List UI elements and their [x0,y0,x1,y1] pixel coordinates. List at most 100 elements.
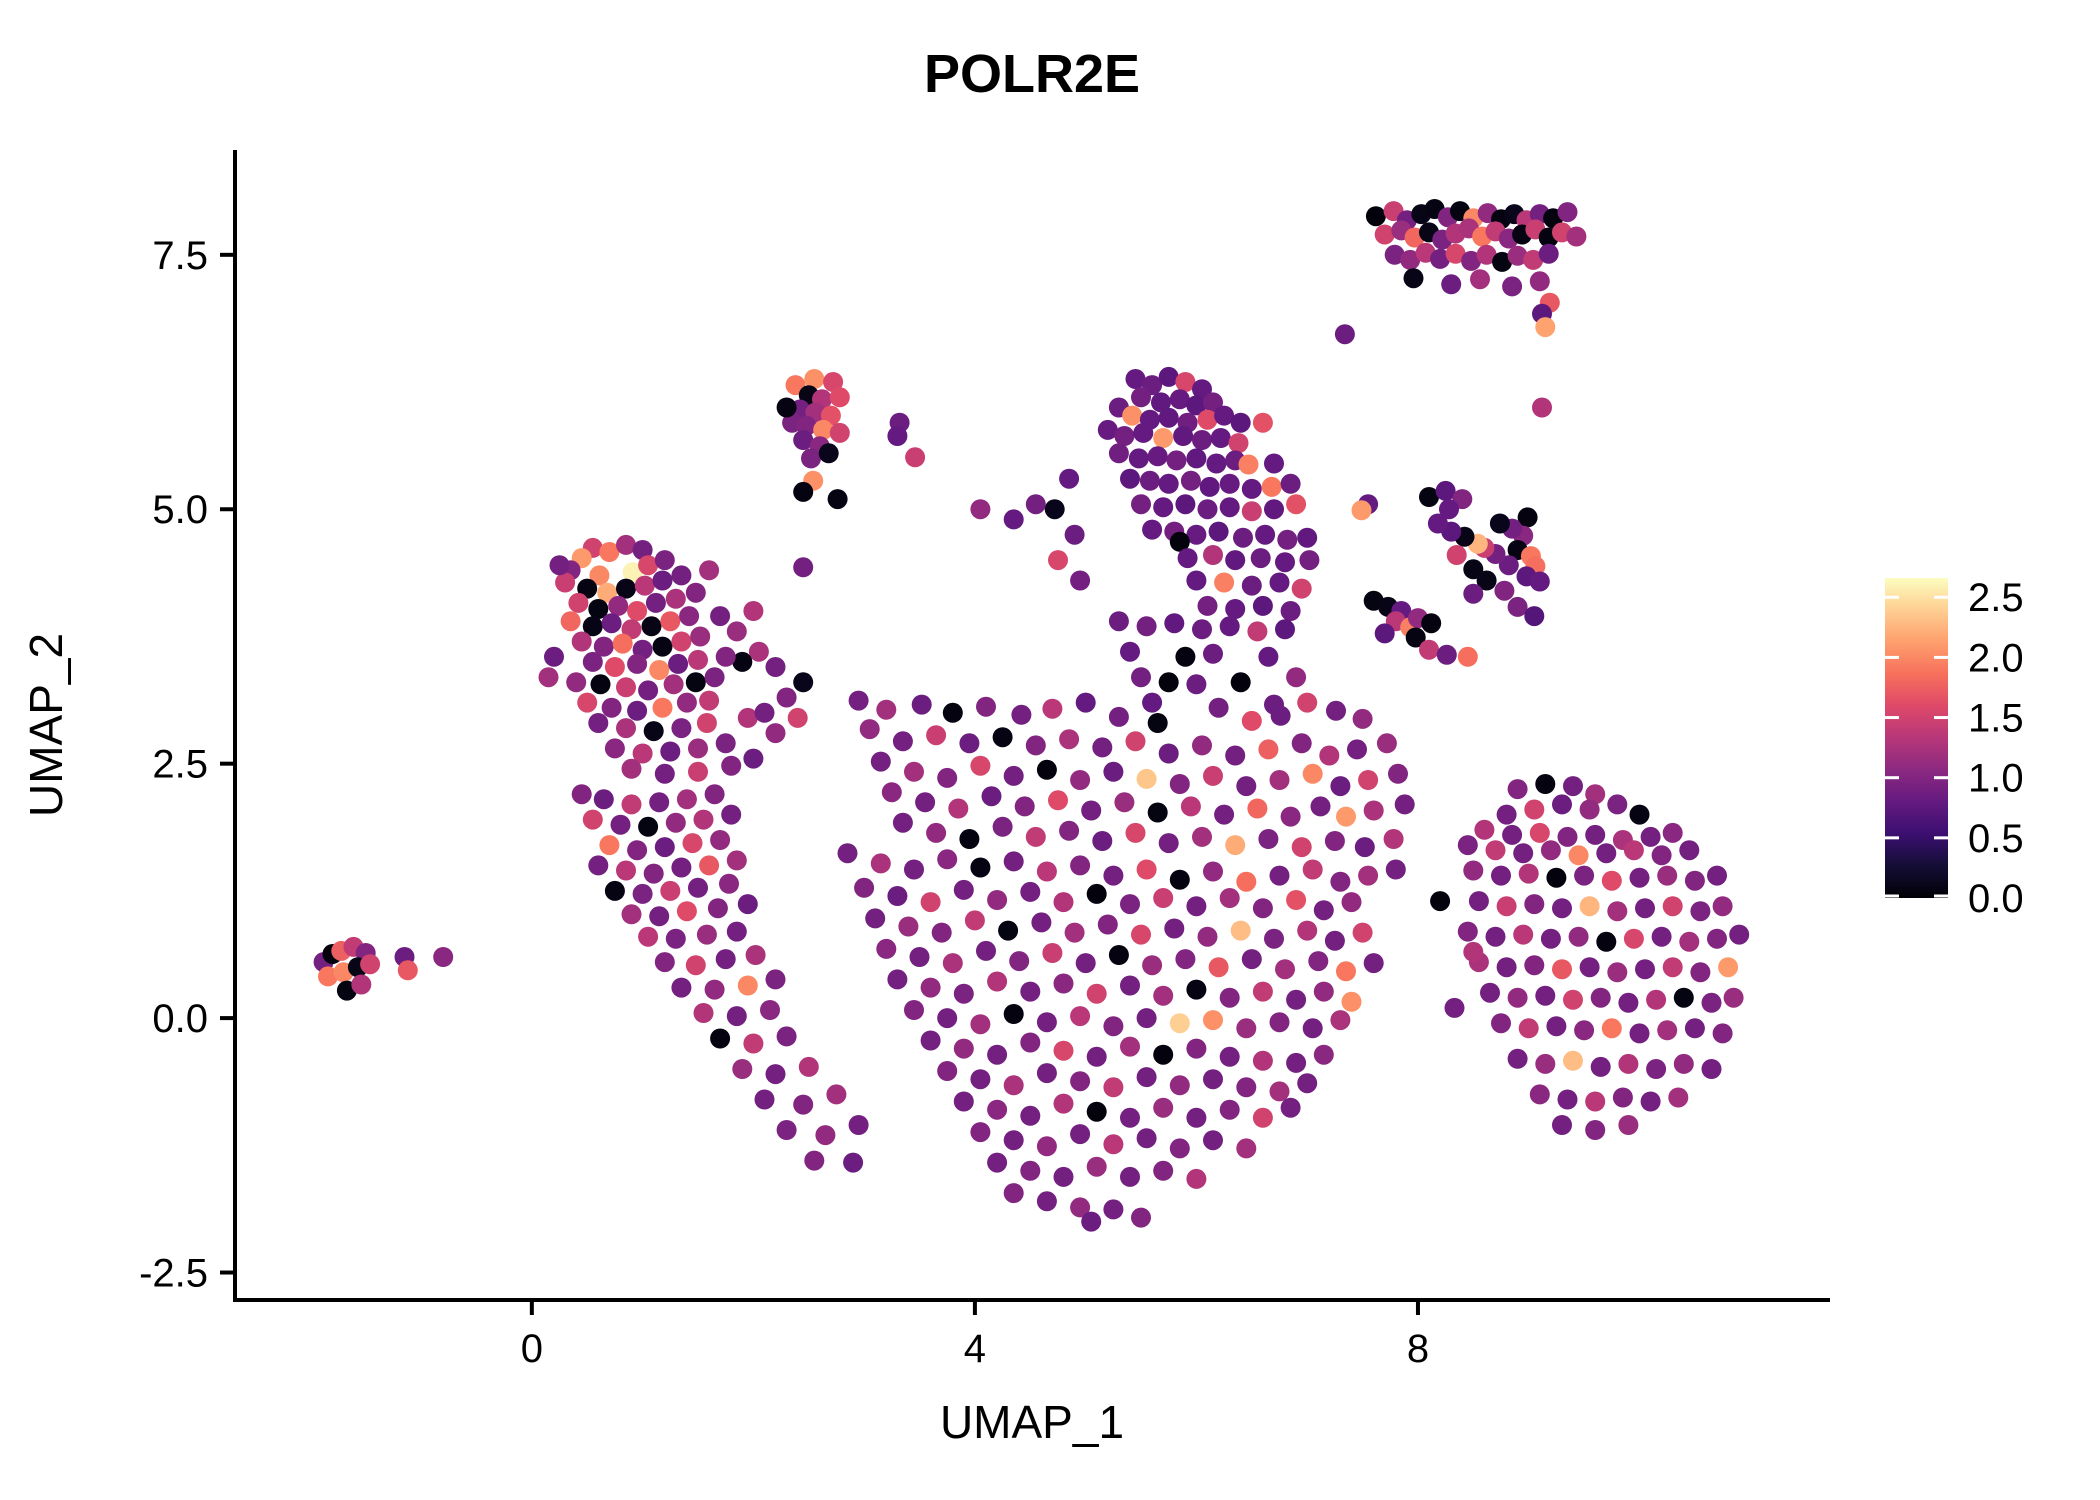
data-point [1219,473,1240,494]
data-point [612,633,633,654]
data-point [970,1069,991,1090]
data-point [1574,1020,1595,1041]
data-point [904,1000,924,1020]
data-point [577,692,598,713]
data-point [1607,901,1628,922]
data-point [660,611,681,632]
data-point [732,651,753,672]
data-point [1280,601,1301,621]
data-point [1463,860,1484,881]
data-point [645,592,666,613]
data-point [688,761,708,782]
data-point [909,947,930,967]
data-point [1297,1073,1318,1094]
data-point [737,707,758,728]
data-point [1502,824,1523,845]
data-point [638,926,659,947]
data-point [1186,1168,1207,1189]
data-point [905,447,926,468]
data-point [1125,822,1146,843]
data-point [743,748,764,769]
data-point [1275,619,1295,640]
data-point [1280,473,1301,494]
data-point [1498,555,1519,576]
data-point [1025,494,1046,515]
data-point [1158,366,1179,387]
data-point [1086,1101,1107,1122]
data-point [726,850,747,871]
data-point [892,812,913,833]
data-point [1535,774,1556,794]
data-point [1502,276,1523,297]
data-point [1485,840,1506,861]
data-point [1120,1107,1140,1128]
data-point [1405,627,1426,648]
data-point [776,1120,797,1140]
data-point [1175,494,1196,515]
data-point [1673,987,1694,1008]
data-point [627,601,648,621]
data-point [599,835,620,856]
data-point [1025,826,1046,847]
data-point [1108,611,1129,632]
data-point [1394,794,1415,815]
data-point [813,419,834,440]
data-point [1280,1097,1301,1118]
data-point [1529,571,1550,592]
data-point [1585,824,1606,845]
data-point [1208,957,1229,978]
colorbar-ticks [1885,595,1948,898]
data-point [1208,521,1229,542]
data-point [1291,578,1312,599]
data-point [1474,819,1495,840]
data-point [710,606,731,627]
data-point [1579,896,1600,917]
data-point [1059,468,1080,489]
data-point [870,853,891,874]
data-point [397,960,418,981]
data-point [1252,595,1273,616]
data-point [1524,894,1545,915]
data-point [926,725,947,746]
data-point [1169,531,1190,552]
data-point [693,809,714,830]
data-point [1623,928,1644,949]
data-point [1269,865,1290,886]
data-point [1097,914,1118,935]
data-point [1003,1183,1024,1204]
data-point [604,880,625,901]
data-point [679,606,700,627]
data-point [1430,248,1451,269]
data-point [801,448,821,469]
data-point [1557,826,1578,847]
data-point [1535,317,1556,338]
data-point [926,822,947,843]
data-point [660,880,681,901]
x-axis-ticks: 0 4 8 [521,1300,1429,1371]
data-point [685,582,706,603]
data-point [1036,1191,1057,1212]
data-point [1291,733,1312,754]
data-point [1120,975,1140,996]
data-point [621,794,642,815]
data-point [904,859,924,880]
data-point [1286,494,1307,515]
data-point [616,578,636,599]
data-point [765,969,786,990]
data-point [1136,768,1157,789]
data-point [1275,552,1295,573]
data-point [1457,835,1478,856]
data-point [1169,1138,1190,1159]
data-point [1236,1018,1257,1039]
data-point [1036,759,1057,780]
data-point [992,816,1013,837]
data-point [1225,835,1246,856]
data-point [1566,226,1587,247]
data-point [589,565,610,586]
data-point [1203,765,1223,786]
data-point [1552,898,1572,919]
data-point [1169,774,1190,794]
data-point [571,784,592,805]
data-point [641,616,662,637]
data-point [1064,524,1085,545]
